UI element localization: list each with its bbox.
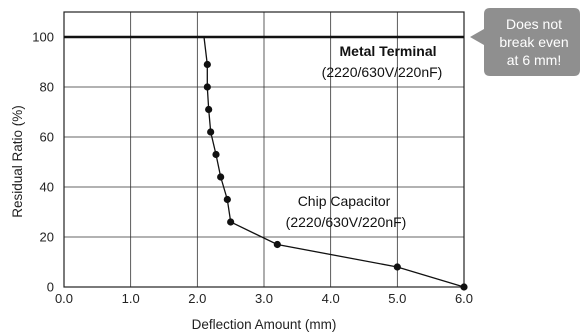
x-tick-labels: 0.0 1.0 2.0 3.0 4.0 5.0 6.0 — [55, 291, 473, 306]
y-tick-label: 40 — [40, 180, 54, 195]
y-tick-label: 20 — [40, 230, 54, 245]
chip-capacitor-point — [393, 263, 401, 271]
x-axis-title: Deflection Amount (mm) — [192, 317, 337, 332]
x-tick-label: 1.0 — [122, 291, 140, 306]
y-tick-label: 0 — [47, 280, 54, 295]
x-tick-label: 0.0 — [55, 291, 73, 306]
plot-frame — [63, 11, 465, 288]
callout-shape — [470, 8, 580, 76]
callout-line-3: at 6 mm! — [507, 52, 561, 68]
chip-capacitor-point — [460, 283, 468, 291]
x-tick-label: 4.0 — [322, 291, 340, 306]
chip-capacitor-point — [203, 60, 211, 69]
chip-capacitor-point — [273, 240, 281, 249]
y-tick-label: 60 — [40, 130, 54, 145]
y-tick-labels: 0 20 40 60 80 100 — [32, 30, 54, 295]
x-tick-label: 5.0 — [388, 291, 406, 306]
y-tick-label: 100 — [32, 30, 54, 45]
chip-capacitor-point — [203, 83, 211, 91]
callout-line-1: Does not — [506, 16, 562, 32]
x-tick-label: 6.0 — [455, 291, 473, 306]
y-tick-label: 80 — [40, 80, 54, 95]
chip-capacitor-point — [223, 195, 231, 204]
y-axis-title: Residual Ratio (%) — [10, 105, 25, 218]
chip-capacitor-point — [212, 150, 220, 159]
chip-capacitor-spec: (2220/630V/220nF) — [286, 214, 407, 230]
x-tick-label: 2.0 — [188, 291, 206, 306]
chip-capacitor-label: Chip Capacitor — [298, 193, 391, 209]
chip-capacitor-point — [207, 128, 215, 136]
callout-bubble: Does not break even at 6 mm! — [470, 8, 580, 76]
chip-capacitor-point — [227, 218, 235, 226]
chip-capacitor-point — [217, 173, 225, 181]
series-layer — [64, 35, 468, 291]
metal-terminal-label: Metal Terminal — [340, 43, 437, 59]
metal-terminal-spec: (2220/630V/220nF) — [322, 64, 443, 80]
chip-capacitor-line — [203, 36, 465, 288]
callout-line-2: break even — [499, 34, 568, 50]
chip-capacitor-point — [205, 105, 213, 114]
x-tick-label: 3.0 — [255, 291, 273, 306]
